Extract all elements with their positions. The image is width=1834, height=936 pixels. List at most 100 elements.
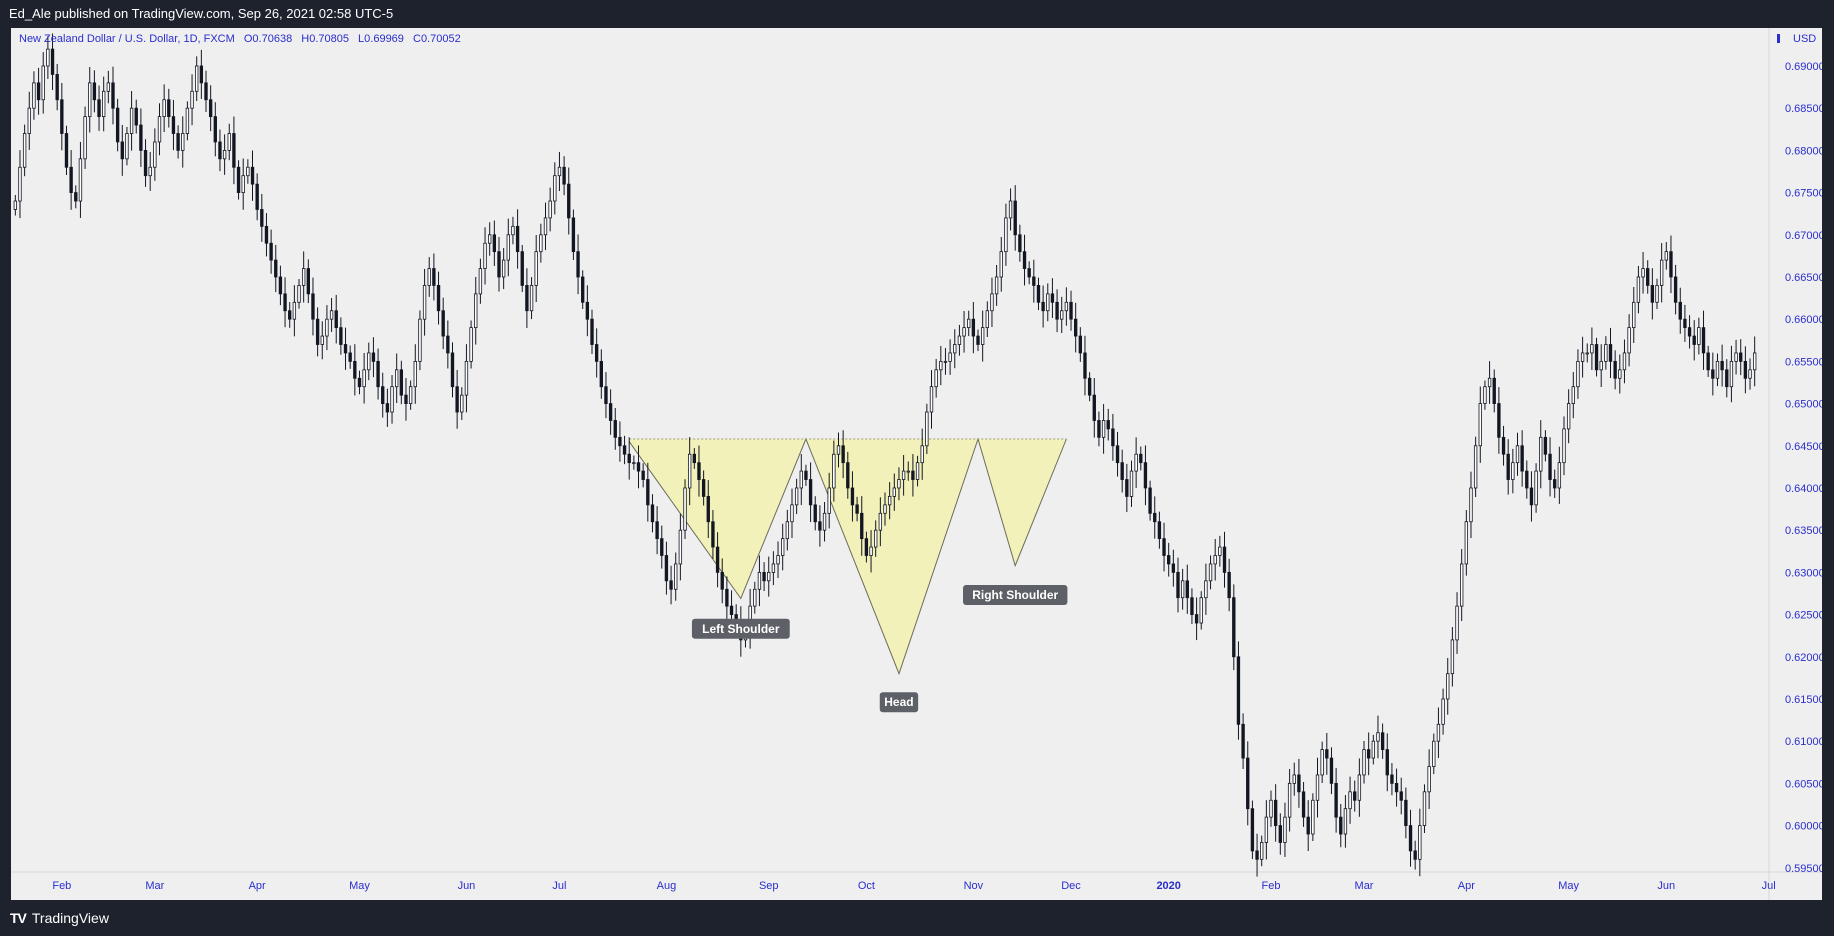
candle	[1287, 768, 1292, 832]
price-tick-label: 0.67500	[1785, 188, 1822, 200]
candle-body	[1329, 757, 1334, 784]
candle-body	[753, 588, 757, 607]
candle	[1385, 733, 1389, 792]
candle-body	[408, 386, 413, 404]
candle-body	[1432, 740, 1436, 767]
pattern-layer	[628, 437, 1067, 676]
candle-body	[488, 234, 492, 244]
candle	[204, 70, 208, 112]
candle-body	[120, 141, 124, 160]
chart-area[interactable]: Left Shoulder Head Right Shoulder 0.69000 0…	[11, 28, 1825, 900]
candle	[1315, 757, 1320, 818]
price-tick-label: 0.62500	[1785, 610, 1822, 622]
candle-body	[846, 462, 850, 489]
candle-body	[1222, 546, 1227, 573]
candle-body	[813, 504, 817, 523]
candle	[1506, 439, 1510, 495]
candle	[794, 478, 799, 515]
candle-body	[1046, 293, 1050, 312]
candle-body	[483, 242, 487, 269]
pattern-fill	[629, 439, 1067, 674]
candle	[1692, 320, 1696, 361]
candle-body	[418, 318, 422, 362]
candle-body	[557, 166, 562, 177]
time-axis[interactable]: Feb Mar Apr May Jun Jul Aug Sep Oct Nov Dec 2020 Feb…	[52, 880, 1822, 892]
candle	[1348, 776, 1352, 824]
candle	[162, 84, 166, 133]
candle	[1255, 833, 1259, 877]
candle	[808, 462, 813, 523]
candle-body	[357, 377, 362, 388]
candle	[1008, 188, 1013, 231]
price-tick-label: 0.64000	[1785, 483, 1822, 495]
time-tick-label: May	[349, 880, 370, 892]
candle-body	[604, 386, 608, 404]
candle-body	[1408, 825, 1413, 852]
tradingview-brand-label: TradingView	[31, 910, 109, 926]
candle	[399, 360, 404, 405]
candle	[650, 494, 655, 533]
candle-body	[1343, 808, 1348, 835]
candle	[618, 421, 622, 462]
candle-body	[1701, 327, 1706, 354]
candle	[1534, 463, 1538, 513]
candle	[967, 310, 971, 337]
candle-body	[776, 555, 780, 565]
candle-body	[1301, 791, 1306, 818]
candle	[1683, 304, 1687, 342]
candle	[1069, 290, 1073, 331]
candle	[515, 209, 520, 269]
candle	[478, 258, 483, 304]
candle	[441, 297, 445, 350]
candle-body	[1506, 453, 1510, 480]
candle	[1669, 235, 1673, 294]
candle-body	[1167, 555, 1171, 565]
candle-body	[288, 310, 292, 320]
candle	[720, 558, 724, 604]
candle-body	[50, 48, 55, 75]
candle-body	[1380, 732, 1385, 751]
candle	[311, 277, 315, 336]
candle	[446, 320, 450, 369]
candle-body	[381, 386, 385, 404]
candle-body	[1013, 200, 1017, 236]
candle	[1283, 802, 1287, 857]
pattern-label-box	[963, 585, 1068, 606]
candle	[636, 445, 641, 489]
high-value: 0.70805	[309, 33, 349, 45]
candle	[1487, 361, 1492, 404]
candle-body	[334, 310, 338, 329]
pattern-label-box	[691, 618, 790, 639]
candle	[1734, 339, 1738, 375]
candle	[897, 467, 901, 501]
tradingview-brand[interactable]: TV TradingView	[10, 910, 109, 926]
candle-body	[1497, 403, 1501, 438]
candle-body	[1157, 521, 1162, 540]
candle-body	[1441, 698, 1445, 725]
candle-body	[111, 82, 115, 109]
candle	[1697, 317, 1701, 355]
candle	[818, 505, 822, 547]
price-axis[interactable]: 0.69000 0.68500 0.68000 0.67500 0.67000 0.665…	[1785, 61, 1825, 875]
candle-body	[1711, 369, 1715, 379]
candle-body	[943, 360, 948, 363]
candle-body	[985, 310, 989, 329]
price-tick-label: 0.61000	[1785, 736, 1822, 748]
candle-body	[1371, 740, 1375, 759]
candle-body	[390, 386, 394, 413]
candle-body	[269, 242, 273, 261]
candle-body	[1618, 369, 1622, 379]
currency-marker-icon	[1777, 34, 1780, 43]
candle	[139, 108, 143, 167]
candle-body	[1715, 360, 1720, 379]
candle-body	[1557, 462, 1562, 489]
time-tick-label: Aug	[657, 880, 677, 892]
candle-body	[901, 470, 906, 480]
candle	[1343, 795, 1348, 848]
candle-body	[311, 293, 315, 320]
currency-label[interactable]: USD	[1793, 33, 1816, 45]
candle	[525, 268, 529, 328]
candle-body	[706, 496, 710, 523]
candle-body	[567, 183, 571, 219]
